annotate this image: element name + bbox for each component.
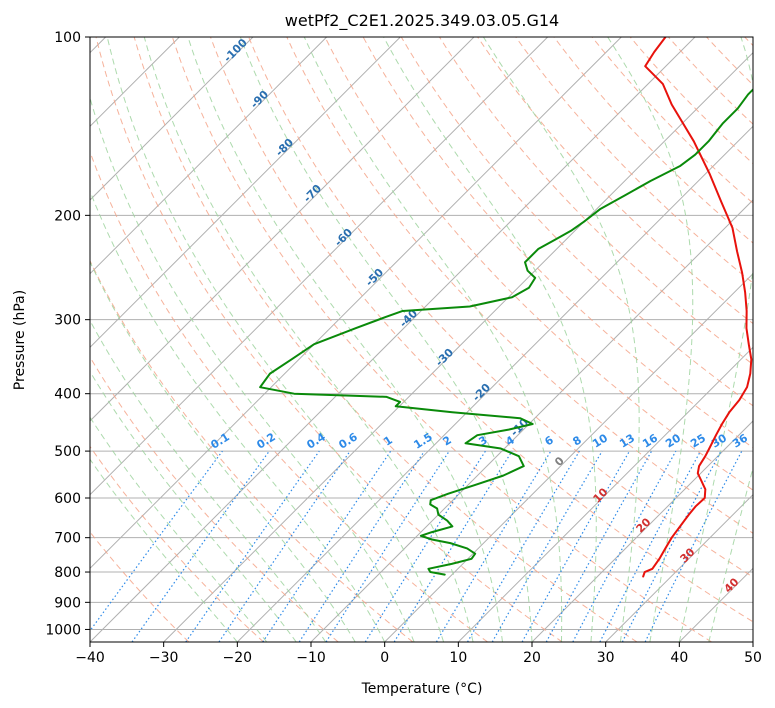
mixing-ratio-line-16 <box>545 450 653 642</box>
dry-adiabat-40 <box>171 37 712 642</box>
mixing-ratio-line-0.4 <box>185 450 320 642</box>
isotherm--20 <box>236 125 753 642</box>
dewpoint-profile-line <box>259 88 753 576</box>
mixing-ratio-line-2 <box>325 450 450 642</box>
y-tick-label-100: 100 <box>54 30 81 46</box>
mixing-ratio-line-0.2 <box>131 450 270 642</box>
chart-title: wetPf2_C2E1.2025.349.03.05.G14 <box>285 11 559 31</box>
mixing-ratio-line-1 <box>262 450 392 642</box>
temperature-profile-line <box>642 37 753 578</box>
moist-adiabat-44 <box>708 466 753 642</box>
mixing-ratio-line-0.1 <box>90 450 223 632</box>
mixing-ratio-line-36 <box>644 450 743 642</box>
moist-adiabat-20 <box>239 37 533 642</box>
isotherm--70 <box>90 37 475 422</box>
y-axis-label: Pressure (hPa) <box>12 290 28 390</box>
isotherm-50 <box>752 641 753 642</box>
isotherm-20 <box>531 420 753 642</box>
plot-frame <box>89 36 754 643</box>
y-tick-label-500: 500 <box>54 444 81 460</box>
moist-adiabat--12 <box>90 370 297 642</box>
moist-adiabat--4 <box>90 260 356 642</box>
x-tick-label-30: 30 <box>597 650 615 666</box>
moist-adiabat-4 <box>90 96 415 642</box>
dry-adiabat-30 <box>133 37 638 642</box>
x-tick-label-10: 10 <box>449 650 467 666</box>
isotherm-30 <box>605 493 753 642</box>
mixing-ratio-line-1.5 <box>298 450 425 642</box>
isotherm-10 <box>457 346 753 642</box>
y-tick-label-700: 700 <box>54 531 81 547</box>
pressure-gridlines <box>90 36 753 630</box>
dry-adiabat-80 <box>324 37 753 491</box>
moist-adiabat-40 <box>678 37 753 642</box>
dry-adiabat-130 <box>515 37 753 284</box>
moist-adiabat-16 <box>187 37 504 642</box>
y-tick-label-1000: 1000 <box>45 622 81 638</box>
dry-adiabat-50 <box>210 37 753 623</box>
y-tick-label-200: 200 <box>54 208 81 224</box>
x-tick-label--10: −10 <box>296 650 326 666</box>
isotherm--100 <box>90 37 254 201</box>
moist-adiabat--8 <box>90 319 327 642</box>
isotherm--40 <box>90 37 696 642</box>
dry-adiabat-70 <box>286 37 753 534</box>
x-tick-label--30: −30 <box>149 650 179 666</box>
y-tick-label-600: 600 <box>54 491 81 507</box>
x-tick-label-20: 20 <box>523 650 541 666</box>
dry-adiabat-20 <box>95 37 563 642</box>
dry-adiabat--10 <box>90 356 339 642</box>
moist-adiabat-28 <box>383 37 597 642</box>
moist-adiabat-32 <box>482 37 640 642</box>
background-lines <box>90 37 753 642</box>
moist-adiabat-12 <box>143 37 474 642</box>
x-tick-label-0: 0 <box>380 650 389 666</box>
x-tick-label--20: −20 <box>223 650 253 666</box>
dry-adiabat-60 <box>248 37 753 578</box>
moist-adiabat-8 <box>106 37 445 642</box>
x-axis-label: Temperature (°C) <box>361 681 483 697</box>
x-tick-label-50: 50 <box>744 650 762 666</box>
mixing-ratio-line-4 <box>393 450 513 642</box>
isotherm--60 <box>90 37 549 496</box>
x-tick-label--40: −40 <box>75 650 105 666</box>
moist-adiabat-0 <box>90 189 386 642</box>
moist-adiabat--20 <box>90 458 238 642</box>
isotherm--90 <box>90 37 328 275</box>
moist-adiabat--16 <box>90 416 268 642</box>
y-tick-label-400: 400 <box>54 387 81 403</box>
mixing-ratio-line-20 <box>572 450 677 642</box>
plot-area <box>90 37 753 642</box>
isotherm--50 <box>90 37 622 570</box>
y-tick-label-900: 900 <box>54 595 81 611</box>
dry-adiabat--20 <box>90 445 264 642</box>
isotherm--80 <box>90 37 401 349</box>
mixing-ratio-line-13 <box>521 450 631 642</box>
y-axis: 100 200 300 400 500 600 700 800 900 1000 <box>45 30 90 638</box>
isotherm-0 <box>384 272 753 642</box>
y-tick-label-800: 800 <box>54 565 81 581</box>
x-tick-label-40: 40 <box>670 650 688 666</box>
isotherm--30 <box>163 51 753 642</box>
x-axis: −40 −30 −20 −10 0 10 20 30 40 50 <box>75 642 762 666</box>
y-tick-label-300: 300 <box>54 313 81 329</box>
moist-adiabat-36 <box>607 37 694 642</box>
dry-adiabat-0 <box>90 259 414 642</box>
series-layer <box>259 37 753 578</box>
moist-adiabat-24 <box>303 37 563 642</box>
mixing-ratio-line-0.6 <box>218 450 351 642</box>
